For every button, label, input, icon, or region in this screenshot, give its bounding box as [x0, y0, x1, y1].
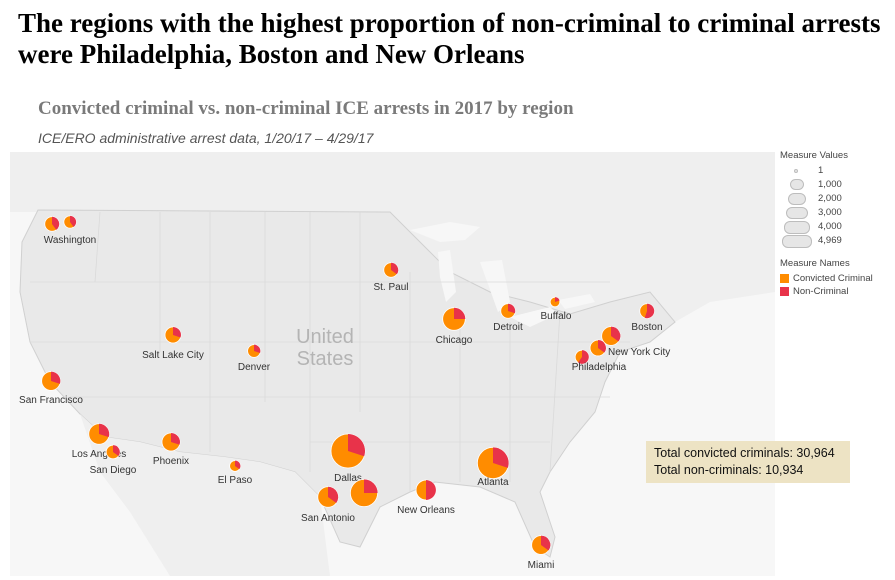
- legend: Measure Values 1 1,000 2,000 3,000 4,000…: [780, 150, 892, 298]
- pie-noncriminal-slice[interactable]: [391, 262, 399, 275]
- legend-size-item: 4,000: [780, 220, 892, 234]
- legend-size-item: 3,000: [780, 206, 892, 220]
- pie-noncriminal-slice[interactable]: [254, 344, 261, 353]
- legend-size-swatch: [782, 235, 812, 248]
- legend-size-label: 1,000: [818, 179, 842, 190]
- legend-label-criminal: Convicted Criminal: [793, 273, 873, 284]
- pie-noncriminal-slice[interactable]: [51, 371, 61, 384]
- legend-size-label: 1: [818, 165, 824, 176]
- pie-noncriminal-slice[interactable]: [644, 303, 655, 319]
- legend-color-title: Measure Names: [780, 258, 850, 269]
- region-label: Denver: [238, 362, 271, 373]
- region-label: Miami: [528, 560, 555, 571]
- pie-noncriminal-slice[interactable]: [348, 434, 365, 457]
- headline: The regions with the highest proportion …: [18, 8, 881, 69]
- region-label: New Orleans: [397, 505, 455, 516]
- region-label: San Francisco: [19, 395, 83, 406]
- region-label: El Paso: [218, 475, 253, 486]
- pie-noncriminal-slice[interactable]: [493, 447, 509, 468]
- legend-size-swatch: [784, 221, 810, 234]
- region-label: New York City: [608, 347, 670, 358]
- pie-noncriminal-slice[interactable]: [426, 480, 436, 500]
- legend-size-swatch: [788, 193, 806, 205]
- region-label: Dallas: [334, 473, 362, 484]
- pie-noncriminal-slice[interactable]: [171, 432, 181, 445]
- legend-size-swatch: [790, 179, 804, 190]
- region-label: Atlanta: [477, 477, 509, 488]
- pie-noncriminal-slice[interactable]: [611, 326, 621, 342]
- legend-size-title: Measure Values: [780, 150, 848, 161]
- pie-noncriminal-slice[interactable]: [99, 423, 110, 438]
- region-label: Chicago: [436, 335, 473, 346]
- legend-color-item-criminal[interactable]: Convicted Criminal: [780, 272, 892, 285]
- pie-noncriminal-slice[interactable]: [555, 297, 560, 302]
- country-label-line1: United: [296, 326, 354, 348]
- legend-size-item: 1,000: [780, 178, 892, 192]
- region-label: Philadelphia: [572, 362, 627, 373]
- pie-noncriminal-slice[interactable]: [508, 303, 516, 314]
- pie-noncriminal-slice[interactable]: [52, 216, 60, 230]
- region-label: Boston: [631, 322, 662, 333]
- legend-size-label: 4,000: [818, 221, 842, 232]
- legend-size-item: 1: [780, 164, 892, 178]
- region-label: San Antonio: [301, 513, 355, 524]
- data-source: ICE/ERO administrative arrest data, 1/20…: [38, 130, 374, 146]
- region-label: Phoenix: [153, 456, 189, 467]
- legend-label-noncriminal: Non-Criminal: [793, 286, 849, 297]
- region-label: Washington: [44, 235, 96, 246]
- country-label-line2: States: [297, 348, 354, 370]
- legend-size-swatch: [794, 169, 798, 173]
- pie-noncriminal-slice[interactable]: [70, 215, 77, 227]
- total-noncriminals: Total non-criminals: 10,934: [654, 463, 804, 477]
- great-lakes: [410, 222, 595, 327]
- pie-noncriminal-slice[interactable]: [541, 535, 551, 551]
- region-label: Detroit: [493, 322, 523, 333]
- legend-size-item: 4,969: [780, 234, 892, 248]
- totals-box: Total convicted criminals: 30,964 Total …: [646, 441, 850, 483]
- pie-noncriminal-slice[interactable]: [173, 327, 181, 338]
- mexico-land: [80, 414, 330, 576]
- region-label: San Diego: [90, 465, 137, 476]
- pie-noncriminal-slice[interactable]: [113, 445, 120, 457]
- legend-swatch-noncriminal: [780, 287, 789, 296]
- pie-noncriminal-slice[interactable]: [235, 460, 241, 470]
- legend-size-label: 3,000: [818, 207, 842, 218]
- legend-size-swatch: [786, 207, 808, 219]
- region-label: St. Paul: [373, 282, 408, 293]
- region-label: Los Angeles: [72, 449, 127, 460]
- pie-noncriminal-slice[interactable]: [328, 486, 339, 504]
- pie-noncriminal-slice[interactable]: [364, 479, 378, 493]
- pie-noncriminal-slice[interactable]: [598, 340, 606, 353]
- legend-size-label: 2,000: [818, 193, 842, 204]
- legend-swatch-criminal: [780, 274, 789, 283]
- us-map[interactable]: United States Washington St. Paul Salt Lak…: [10, 152, 775, 576]
- map-subtitle: Convicted criminal vs. non-criminal ICE …: [38, 98, 574, 119]
- pie-noncriminal-slice[interactable]: [577, 350, 589, 364]
- canada-land: [10, 152, 775, 322]
- legend-color-item-noncriminal[interactable]: Non-Criminal: [780, 285, 892, 298]
- pie-noncriminal-slice[interactable]: [454, 307, 466, 319]
- total-criminals: Total convicted criminals: 30,964: [654, 446, 835, 460]
- state-borders: [30, 211, 630, 492]
- region-label: Buffalo: [541, 311, 572, 322]
- legend-size-label: 4,969: [818, 235, 842, 246]
- region-pies: Washington St. Paul Salt Lake City Denver Ch…: [19, 215, 670, 571]
- region-label: Salt Lake City: [142, 350, 204, 361]
- legend-size-item: 2,000: [780, 192, 892, 206]
